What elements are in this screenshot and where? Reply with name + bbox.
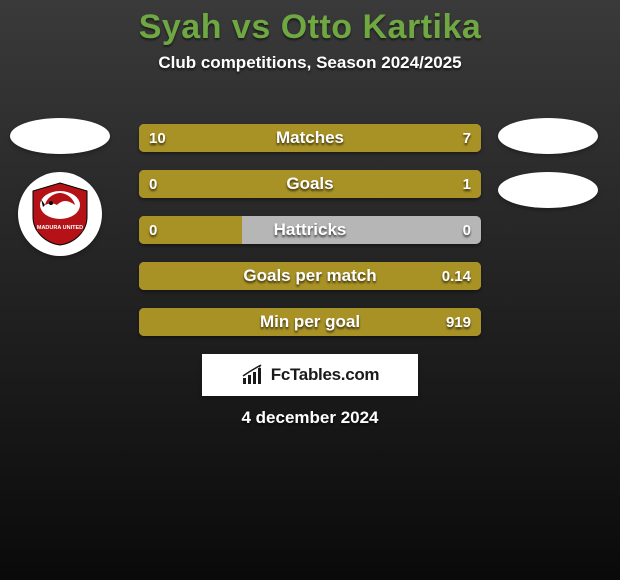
bar-value-right: 0.14 [442,262,471,290]
bar-label: Goals per match [139,262,481,290]
bar-row: 0Goals1 [139,170,481,198]
bar-label: Hattricks [139,216,481,244]
player-left-ellipse [10,118,110,154]
player-right-ellipse-2 [498,172,598,208]
content: Syah vs Otto Kartika Club competitions, … [0,0,620,580]
player-right-ellipse-1 [498,118,598,154]
bar-row: 0Hattricks0 [139,216,481,244]
bar-row: Min per goal919 [139,308,481,336]
club-crest-icon: MADURA UNITED [25,179,95,249]
date-text: 4 december 2024 [0,408,620,428]
bar-row: 10Matches7 [139,124,481,152]
page-title: Syah vs Otto Kartika [0,8,620,47]
comparison-bars: 10Matches70Goals10Hattricks0Goals per ma… [139,124,481,336]
bars-growth-icon [241,364,265,386]
logo-text: FcTables.com [271,365,380,385]
bar-value-right: 1 [463,170,471,198]
bar-label: Matches [139,124,481,152]
right-player-badges [498,118,598,208]
bar-label: Goals [139,170,481,198]
logo-box: FcTables.com [202,354,418,396]
bar-row: Goals per match0.14 [139,262,481,290]
bar-label: Min per goal [139,308,481,336]
bar-value-right: 919 [446,308,471,336]
subtitle: Club competitions, Season 2024/2025 [0,53,620,73]
club-name-text: MADURA UNITED [37,225,83,231]
left-player-badges: MADURA UNITED [10,118,110,256]
bar-value-right: 7 [463,124,471,152]
club-badge-left: MADURA UNITED [18,172,102,256]
bar-value-right: 0 [463,216,471,244]
